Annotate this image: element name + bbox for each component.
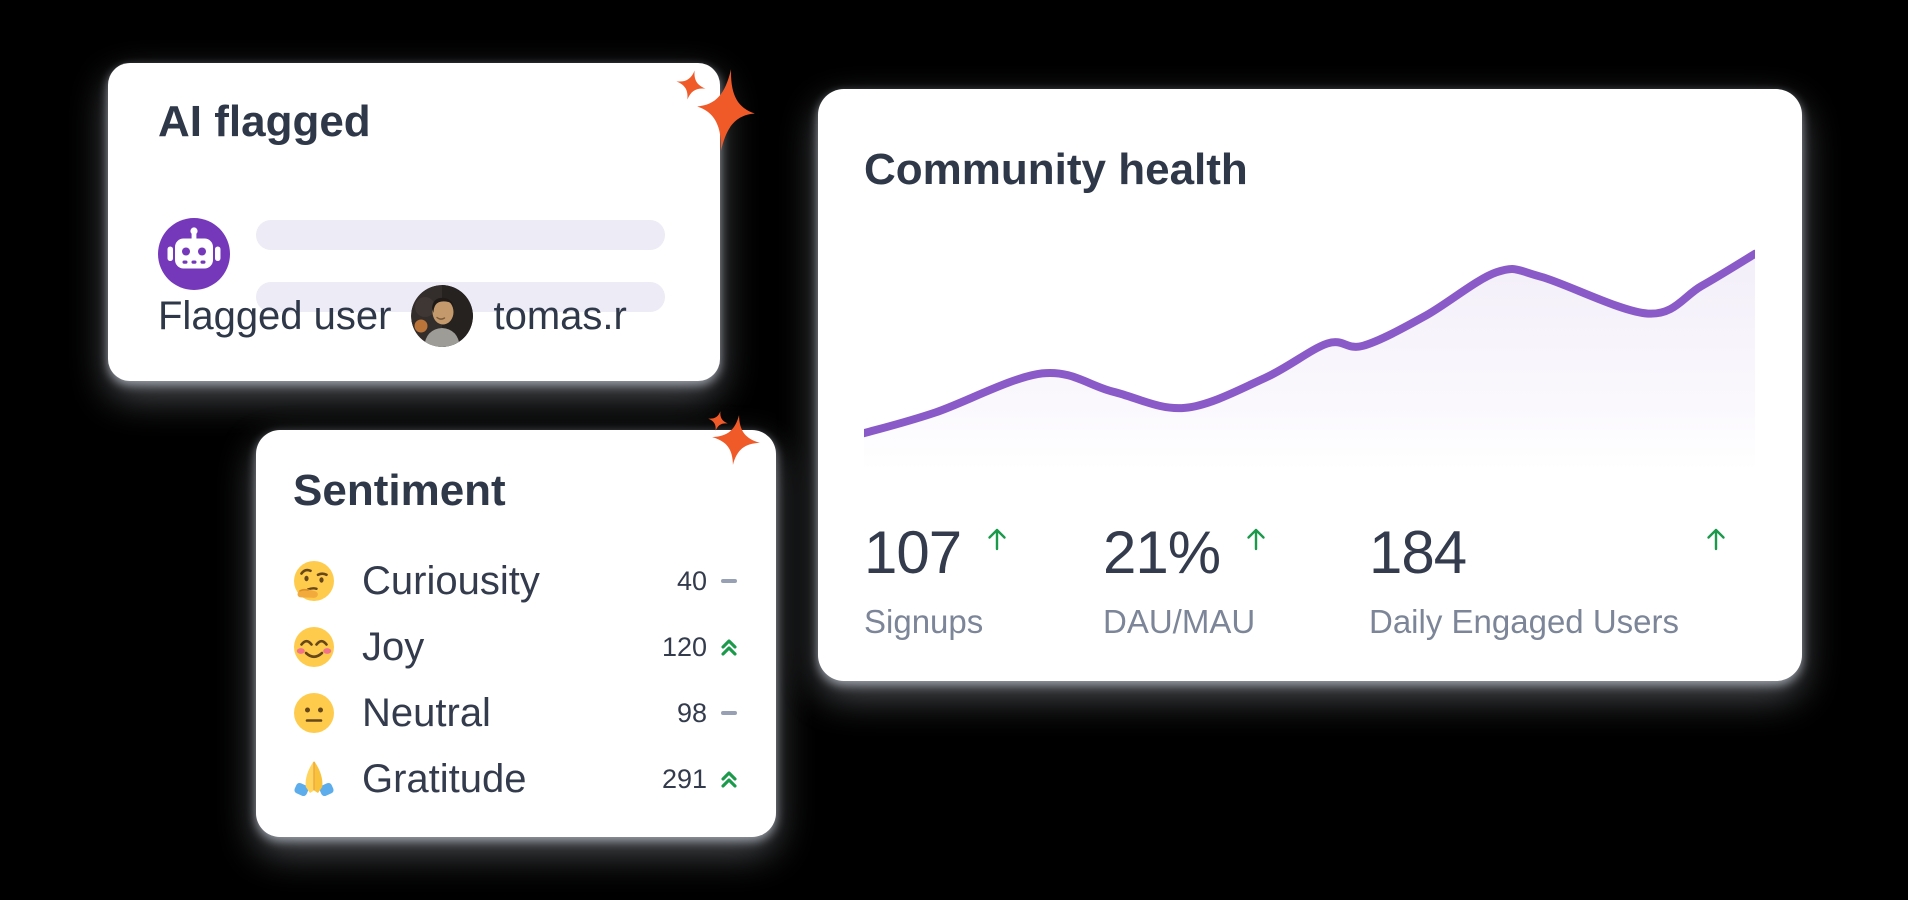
stat-label: DAU/MAU (1103, 603, 1256, 640)
sentiment-count: 291 (661, 763, 707, 794)
community-health-chart (860, 240, 1759, 470)
stat-label: Signups (864, 603, 984, 640)
placeholder-line (256, 220, 665, 250)
chart-area-fill (864, 253, 1755, 470)
sentiment-title: Sentiment (293, 466, 506, 515)
praying-hands-emoji (292, 757, 336, 801)
sentiment-label: Joy (362, 624, 425, 669)
thinking-face-emoji (292, 559, 336, 603)
community-health-title: Community health (864, 145, 1248, 194)
sentiment-count: 40 (676, 565, 707, 596)
community-health-card: Community health 107 (818, 89, 1802, 681)
arrow-up-icon (983, 525, 1011, 558)
stat-label: Daily Engaged Users (1369, 603, 1679, 640)
avatar (411, 285, 474, 347)
sentiment-count: 98 (676, 697, 707, 728)
robot-icon (158, 218, 230, 290)
sentiment-label: Gratitude (362, 756, 527, 801)
double-chevron-up-icon (718, 768, 740, 790)
double-chevron-up-icon (718, 636, 740, 658)
sparkle-decoration-icon (676, 69, 755, 151)
sentiment-card: Sentiment Curiousity (256, 430, 776, 837)
sentiment-row-curiousity: Curiousity 40 (292, 548, 740, 614)
arrow-up-icon (1242, 525, 1270, 558)
stat-value: 21% (1103, 519, 1221, 586)
smiling-blush-emoji (292, 625, 336, 669)
flat-dash-icon (718, 702, 740, 724)
sentiment-label: Curiousity (362, 558, 540, 603)
sentiment-value: 291 (657, 764, 740, 795)
sentiment-label: Neutral (362, 690, 491, 735)
ai-flagged-title: AI flagged (158, 97, 371, 146)
flagged-user-row: Flagged user tomas.r (158, 285, 627, 347)
sentiment-list: Curiousity 40 Joy (292, 548, 740, 812)
sentiment-value: 98 (657, 698, 740, 729)
sentiment-value: 40 (657, 566, 740, 597)
sentiment-row-neutral: Neutral 98 (292, 680, 740, 746)
flagged-username: tomas.r (493, 293, 627, 338)
stat-dau-mau: 21% DAU/MAU (1103, 523, 1270, 641)
sentiment-row-joy: Joy 120 (292, 614, 740, 680)
stat-signups: 107 Signups (864, 523, 1011, 641)
arrow-up-icon (1702, 525, 1730, 558)
stat-value: 107 (864, 519, 962, 586)
flat-dash-icon (718, 570, 740, 592)
sentiment-value: 120 (657, 632, 740, 663)
flagged-user-label: Flagged user (158, 293, 392, 338)
ai-flagged-card: AI flagged (108, 63, 720, 381)
chart-line (860, 249, 1759, 438)
neutral-face-emoji (292, 691, 336, 735)
sentiment-count: 120 (661, 631, 707, 662)
sparkle-decoration-icon (708, 411, 760, 465)
stat-daily-engaged-users: 184 Daily Engaged Users (1369, 523, 1679, 641)
stat-value: 184 (1369, 519, 1467, 586)
sentiment-row-gratitude: Gratitude 291 (292, 746, 740, 812)
